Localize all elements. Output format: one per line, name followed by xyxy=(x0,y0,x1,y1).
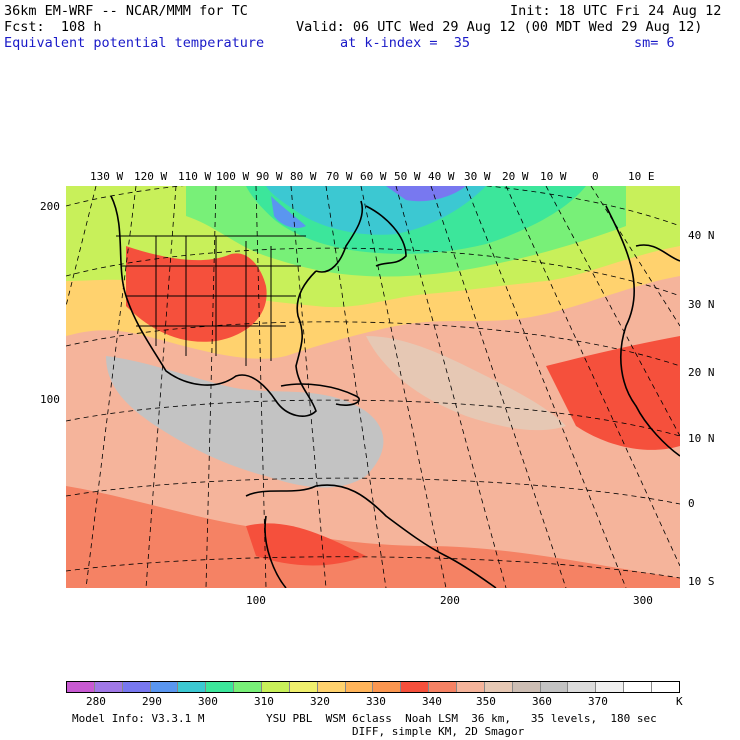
lon-label: 80 W xyxy=(290,170,317,183)
colorbar-label: 310 xyxy=(254,695,274,708)
lon-label: 10 E xyxy=(628,170,655,183)
diffusion-info: DIFF, simple KM, 2D Smagor xyxy=(352,725,525,738)
grid-label-y: 200 xyxy=(40,200,60,213)
colorbar-swatch xyxy=(261,682,289,692)
init-time: Init: 18 UTC Fri 24 Aug 12 xyxy=(510,3,722,19)
colorbar-label: 340 xyxy=(422,695,442,708)
lon-label: 30 W xyxy=(464,170,491,183)
colorbar xyxy=(66,681,680,693)
grid-label-x: 100 xyxy=(246,594,266,607)
field-warm-plume xyxy=(126,246,267,342)
lon-label: 40 W xyxy=(428,170,455,183)
field-cold-patch xyxy=(271,196,306,228)
lon-label: 100 W xyxy=(216,170,250,183)
colorbar-swatch xyxy=(372,682,401,692)
lat-label: 0 xyxy=(688,497,695,510)
physics-info: YSU PBL WSM 6class Noah LSM 36 km, 35 le… xyxy=(266,712,657,725)
lat-label: 40 N xyxy=(688,229,715,242)
colorbar-swatch xyxy=(149,682,178,692)
lon-label: 10 W xyxy=(540,170,567,183)
theta-e-map xyxy=(66,186,680,588)
lat-label: 30 N xyxy=(688,298,715,311)
lon-label: 60 W xyxy=(360,170,387,183)
colorbar-swatch xyxy=(483,682,512,692)
colorbar-label: 280 xyxy=(86,695,106,708)
field-warm-sa xyxy=(246,523,366,566)
field-name: Equivalent potential temperature xyxy=(4,35,265,51)
forecast-hour: Fcst: 108 h xyxy=(4,19,102,35)
colorbar-swatch xyxy=(177,682,206,692)
lon-label: 50 W xyxy=(394,170,421,183)
colorbar-swatch xyxy=(539,682,568,692)
colorbar-label: 300 xyxy=(198,695,218,708)
colorbar-swatch xyxy=(316,682,345,692)
lon-label: 20 W xyxy=(502,170,529,183)
grid-label-x: 300 xyxy=(633,594,653,607)
colorbar-label: 360 xyxy=(532,695,552,708)
graticule xyxy=(66,186,680,588)
colorbar-swatch xyxy=(205,682,234,692)
grid-label-y: 100 xyxy=(40,393,60,406)
colorbar-swatch xyxy=(67,682,94,692)
map-svg xyxy=(66,186,680,588)
colorbar-swatch xyxy=(595,682,624,692)
colorbar-label: 370 xyxy=(588,695,608,708)
lon-label: 90 W xyxy=(256,170,283,183)
colorbar-swatch xyxy=(233,682,262,692)
lon-label: 130 W xyxy=(90,170,124,183)
colorbar-label: 320 xyxy=(310,695,330,708)
colorbar-swatch xyxy=(400,682,429,692)
lat-label: 20 N xyxy=(688,366,715,379)
colorbar-swatch xyxy=(651,682,679,692)
coastlines xyxy=(110,195,680,588)
colorbar-swatch xyxy=(567,682,596,692)
lon-label: 110 W xyxy=(178,170,212,183)
model-title: 36km EM-WRF -- NCAR/MMM for TC xyxy=(4,3,248,19)
state-borders xyxy=(116,235,306,366)
colorbar-unit: K xyxy=(676,695,683,708)
colorbar-swatch xyxy=(623,682,652,692)
lon-label: 120 W xyxy=(134,170,168,183)
level-label: at k-index = 35 xyxy=(340,35,471,51)
field-light-region xyxy=(366,336,566,431)
colorbar-swatch xyxy=(344,682,373,692)
valid-time: Valid: 06 UTC Wed 29 Aug 12 (00 MDT Wed … xyxy=(296,19,703,35)
colorbar-swatch xyxy=(121,682,150,692)
smoothing-label: sm= 6 xyxy=(634,35,675,51)
colorbar-swatch xyxy=(456,682,484,692)
colorbar-swatch xyxy=(428,682,457,692)
lon-label: 70 W xyxy=(326,170,353,183)
colorbar-swatch xyxy=(93,682,122,692)
colorbar-swatch xyxy=(288,682,317,692)
grid-label-x: 200 xyxy=(440,594,460,607)
field-grey-region xyxy=(106,356,384,488)
lon-label: 0 xyxy=(592,170,599,183)
lat-label: 10 S xyxy=(688,575,715,588)
colorbar-swatch xyxy=(511,682,540,692)
colorbar-label: 290 xyxy=(142,695,162,708)
field-cold-patch xyxy=(386,186,466,202)
lat-label: 10 N xyxy=(688,432,715,445)
colorbar-label: 330 xyxy=(366,695,386,708)
model-info: Model Info: V3.3.1 M xyxy=(72,712,205,725)
colorbar-label: 350 xyxy=(476,695,496,708)
